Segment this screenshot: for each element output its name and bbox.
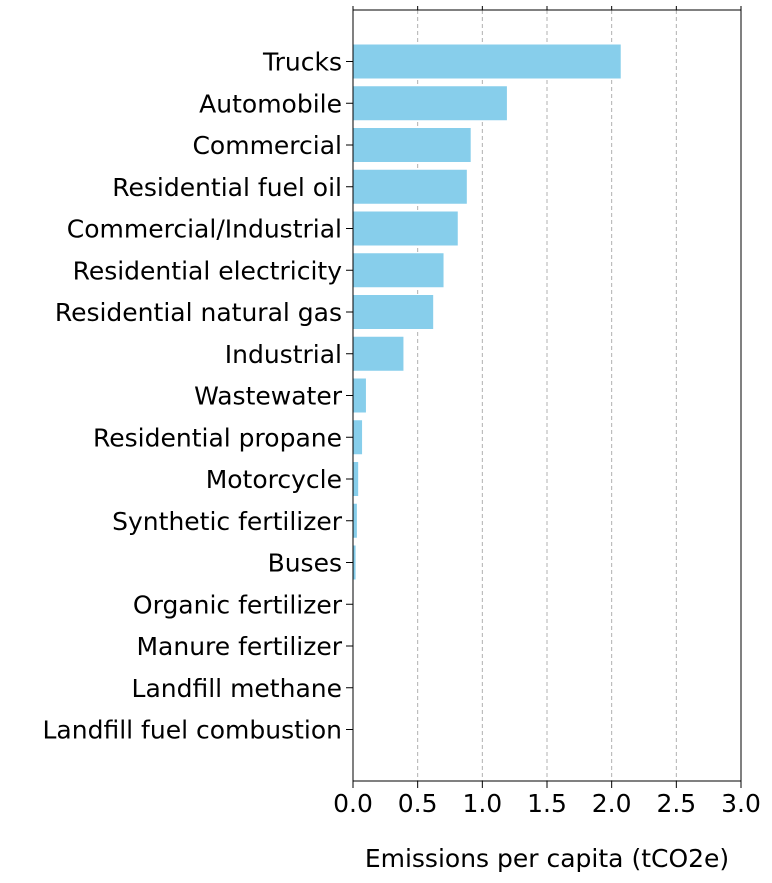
y-tick-label: Motorcycle	[206, 465, 342, 494]
bar	[353, 253, 444, 288]
x-axis-label: Emissions per capita (tCO2e)	[365, 844, 729, 873]
y-tick-label: Residential propane	[93, 423, 342, 452]
bar	[353, 462, 359, 496]
y-tick-label: Residential electricity	[73, 256, 343, 285]
y-tick-label: Residential natural gas	[55, 298, 342, 327]
x-gridlines	[417, 10, 677, 781]
y-tick-label: Wastewater	[194, 382, 343, 411]
bar	[353, 128, 471, 162]
y-tick-label: Commercial/Industrial	[67, 215, 342, 244]
bar	[353, 336, 404, 371]
y-tick-label: Synthetic fertilizer	[112, 507, 343, 536]
x-tick-label: 1.0	[462, 789, 502, 818]
y-tick-label: Landfill methane	[132, 674, 342, 703]
bar	[353, 86, 507, 121]
y-tick-label: Landfill fuel combustion	[43, 716, 343, 745]
bar	[353, 545, 356, 580]
y-tick-label: Residential fuel oil	[112, 173, 342, 202]
bar	[353, 169, 467, 204]
y-tick-label: Automobile	[199, 89, 342, 118]
bars	[353, 44, 621, 747]
x-tick-label: 2.5	[656, 789, 696, 818]
bar	[353, 420, 363, 455]
bar	[353, 44, 621, 79]
x-tick-label: 2.0	[592, 789, 632, 818]
bar	[353, 295, 434, 329]
bar	[353, 378, 366, 413]
x-tick-label: 0.5	[398, 789, 438, 818]
x-tick-label: 1.5	[527, 789, 567, 818]
y-tick-label: Organic fertilizer	[133, 590, 343, 619]
x-tick-label: 3.0	[721, 789, 761, 818]
bar	[353, 503, 357, 538]
y-tick-label: Buses	[268, 549, 342, 578]
y-axis-ticks: Trucks Automobile Commercial Residential fu…	[43, 48, 353, 745]
x-tick-label: 0.0	[333, 789, 373, 818]
bar	[353, 211, 458, 246]
y-tick-label: Trucks	[262, 48, 342, 77]
y-tick-label: Manure fertilizer	[136, 632, 342, 661]
y-tick-label: Industrial	[225, 340, 342, 369]
y-tick-label: Commercial	[192, 131, 342, 160]
x-axis-ticks: 0.0 0.5 1.0 1.5 2.0 2.5 3.0	[333, 6, 761, 818]
